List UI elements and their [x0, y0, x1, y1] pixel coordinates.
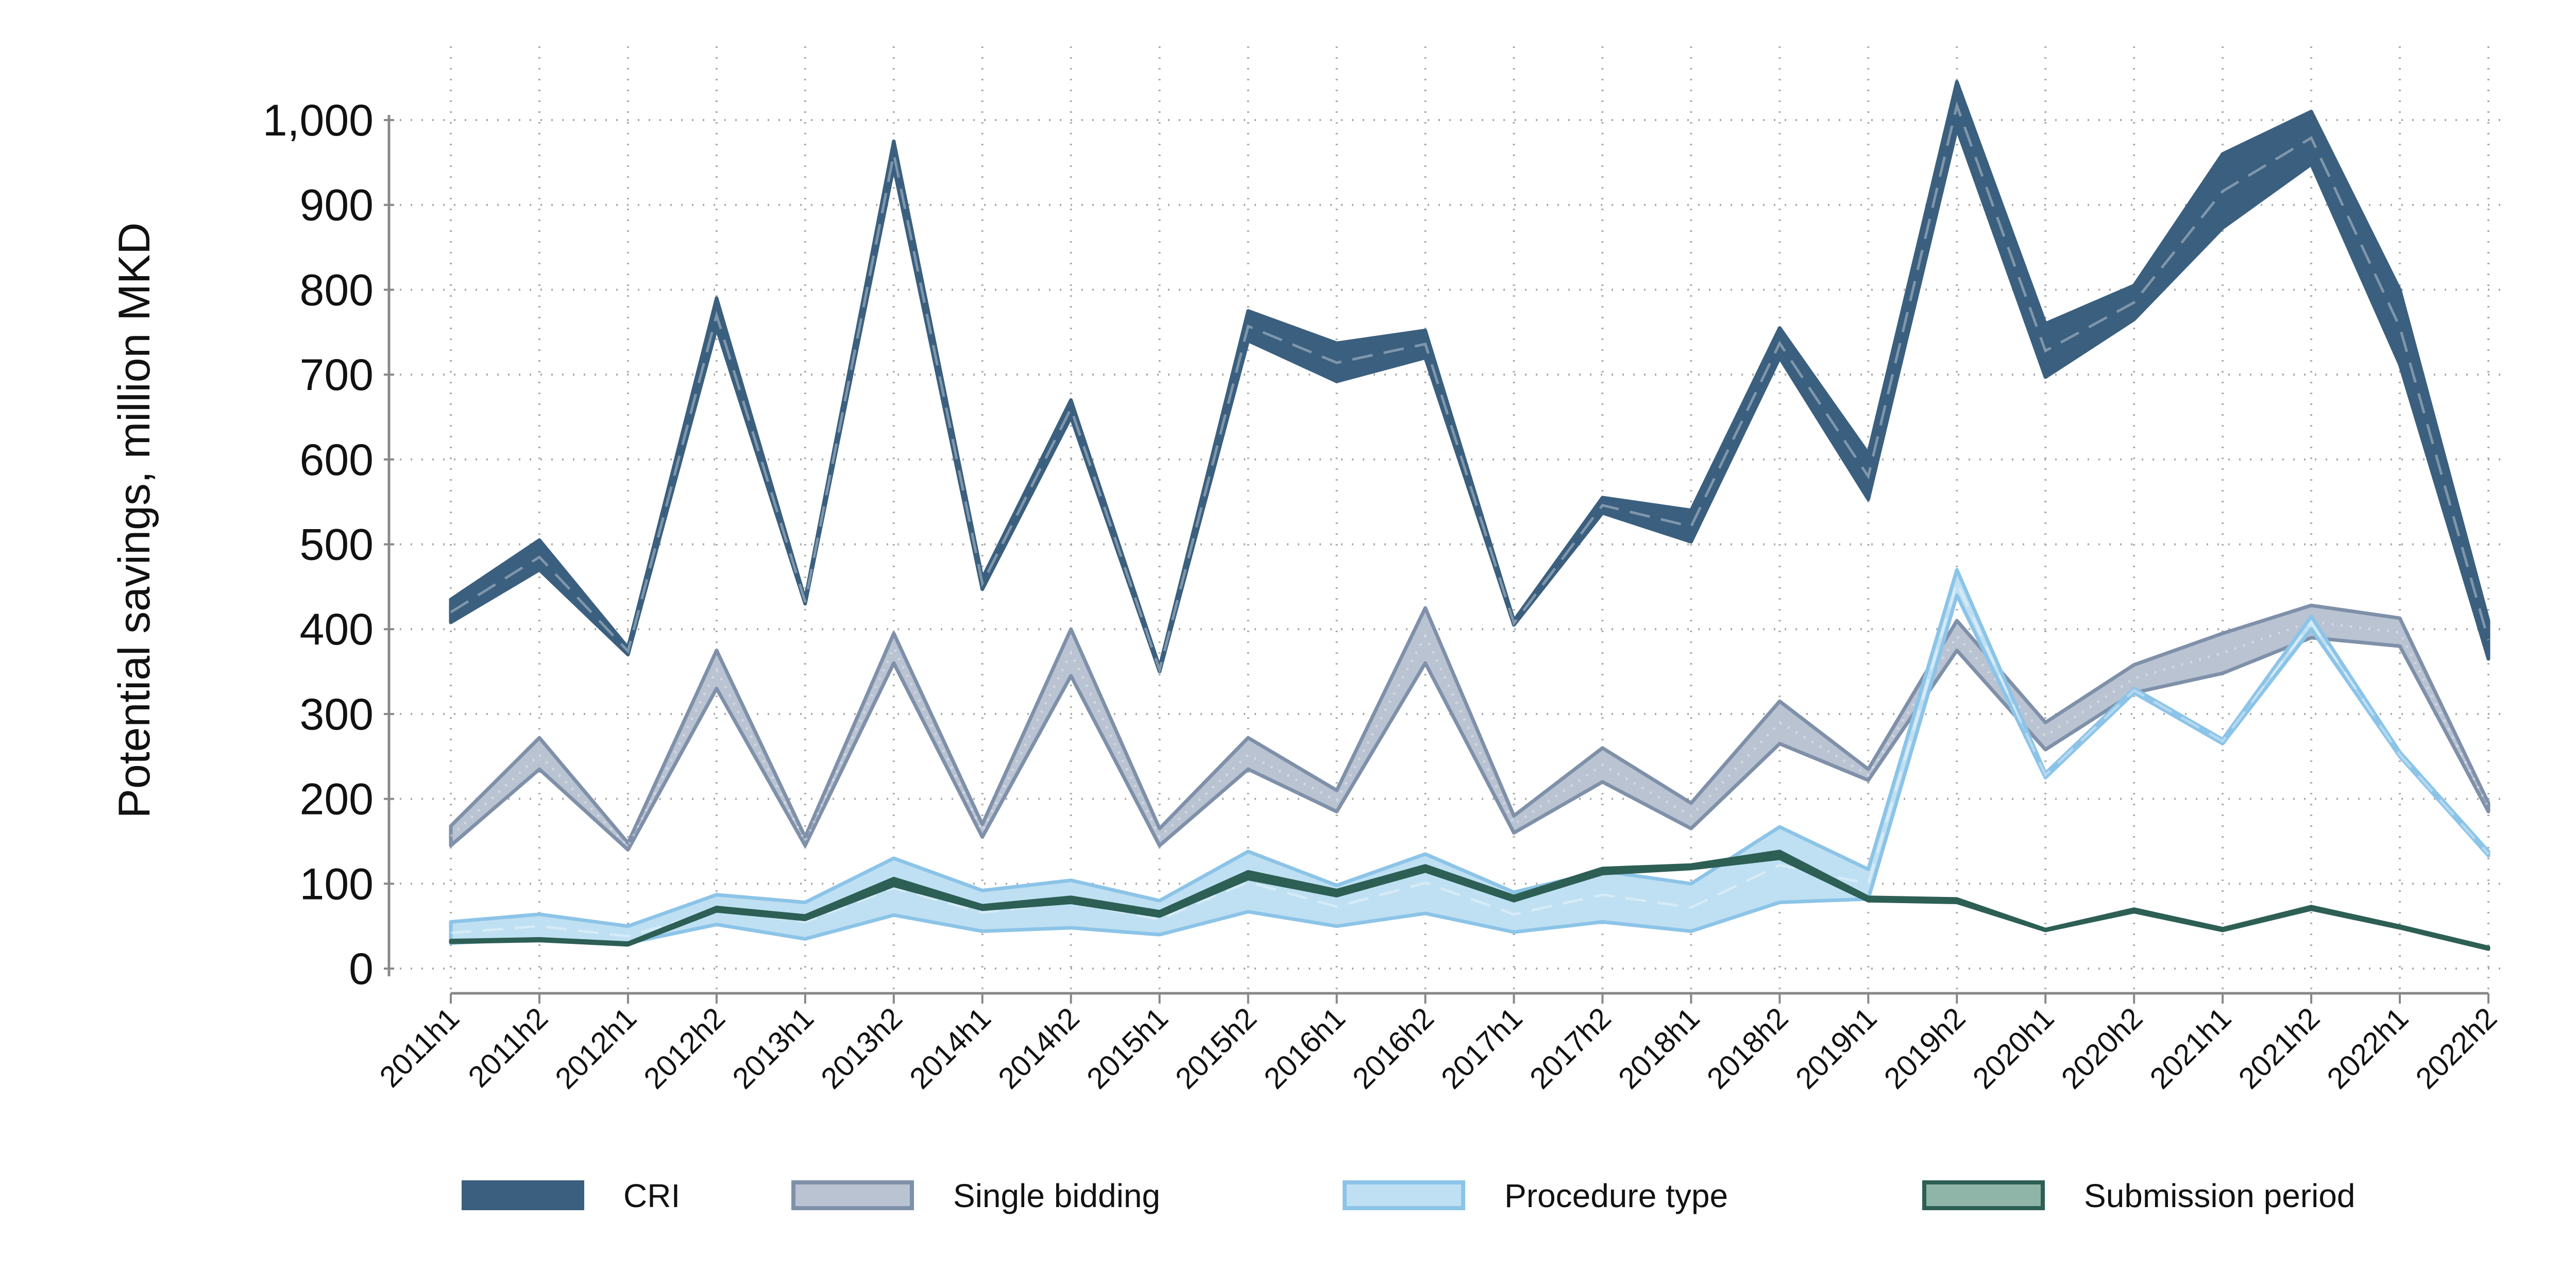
x-tick-label: 2012h1: [549, 1001, 643, 1095]
series-layer: [449, 80, 2490, 951]
x-tick-label: 2021h2: [2232, 1001, 2326, 1095]
y-tick-label: 700: [300, 350, 374, 400]
series-mid-line-cri: [450, 101, 2490, 675]
grid-layer: [389, 46, 2509, 989]
x-tick-label: 2020h1: [1967, 1001, 2061, 1095]
y-tick-label: 500: [300, 520, 374, 570]
y-tick-label: 100: [300, 859, 374, 909]
x-tick-label: 2018h1: [1612, 1001, 1706, 1095]
series-single-bidding: [449, 603, 2490, 852]
legend-swatch-cri: [462, 1180, 584, 1210]
series-submission-period: [449, 850, 2490, 951]
x-tick-label: 2022h2: [2409, 1001, 2503, 1095]
legend-item-submission-period: Submission period: [1922, 1177, 2355, 1214]
x-tick-label: 2011h1: [373, 1001, 466, 1094]
x-tick-label: 2019h1: [1789, 1001, 1884, 1095]
y-tick-label: 900: [300, 181, 374, 230]
x-tick-label: 2019h2: [1878, 1001, 1972, 1095]
legend-label-submission-period: Submission period: [2084, 1177, 2355, 1214]
series-band-single-bidding: [449, 603, 2490, 852]
y-axis-title: Potential savings, million MKD: [110, 223, 159, 819]
legend-item-single-bidding: Single bidding: [791, 1177, 1160, 1214]
x-tick-label: 2015h2: [1169, 1001, 1263, 1095]
x-tick-label: 2016h1: [1258, 1001, 1352, 1095]
x-tick-label: 2013h2: [815, 1001, 909, 1095]
legend: CRI Single bidding Procedure type Submissio…: [462, 1177, 2355, 1214]
series-band-cri: [449, 80, 2490, 674]
legend-label-single-bidding: Single bidding: [953, 1177, 1160, 1214]
legend-label-cri: CRI: [623, 1177, 680, 1214]
legend-item-cri: CRI: [462, 1177, 680, 1214]
x-tick-label: 2017h1: [1435, 1001, 1529, 1095]
x-tick-label: 2017h2: [1523, 1001, 1618, 1095]
series-mid-line-submission-period: [450, 853, 2489, 950]
y-tick-label: 0: [349, 944, 374, 994]
legend-swatch-procedure-type: [1343, 1180, 1465, 1210]
x-tick-label: 2016h2: [1346, 1001, 1440, 1095]
legend-label-procedure-type: Procedure type: [1504, 1177, 1728, 1214]
series-band-submission-period: [449, 850, 2490, 951]
legend-swatch-submission-period: [1922, 1180, 2045, 1210]
x-tick-label: 2014h1: [903, 1001, 997, 1095]
x-tick-label: 2022h1: [2320, 1001, 2415, 1095]
series-band-procedure-type: [449, 568, 2490, 945]
y-tick-label: 400: [300, 605, 374, 654]
x-tick-label: 2021h1: [2144, 1001, 2238, 1095]
legend-item-procedure-type: Procedure type: [1343, 1177, 1728, 1214]
axis-layer: [384, 115, 2489, 1004]
y-tick-label: 800: [300, 265, 374, 315]
x-tick-label: 2012h2: [637, 1001, 732, 1095]
series-procedure-type: [449, 568, 2490, 945]
y-tick-label: 1,000: [263, 96, 374, 145]
series-cri: [449, 80, 2490, 675]
y-tick-label: 300: [300, 690, 374, 739]
legend-swatch-single-bidding: [791, 1180, 914, 1210]
x-tick-label: 2014h2: [992, 1001, 1086, 1095]
x-tick-label: 2018h2: [1701, 1001, 1795, 1095]
x-tick-label: 2011h2: [462, 1001, 554, 1094]
x-tick-label: 2013h1: [726, 1001, 820, 1095]
y-tick-label: 600: [300, 435, 374, 485]
y-tick-label: 200: [300, 775, 374, 824]
x-tick-label: 2015h1: [1080, 1001, 1175, 1095]
x-tick-label: 2020h2: [2055, 1001, 2149, 1095]
